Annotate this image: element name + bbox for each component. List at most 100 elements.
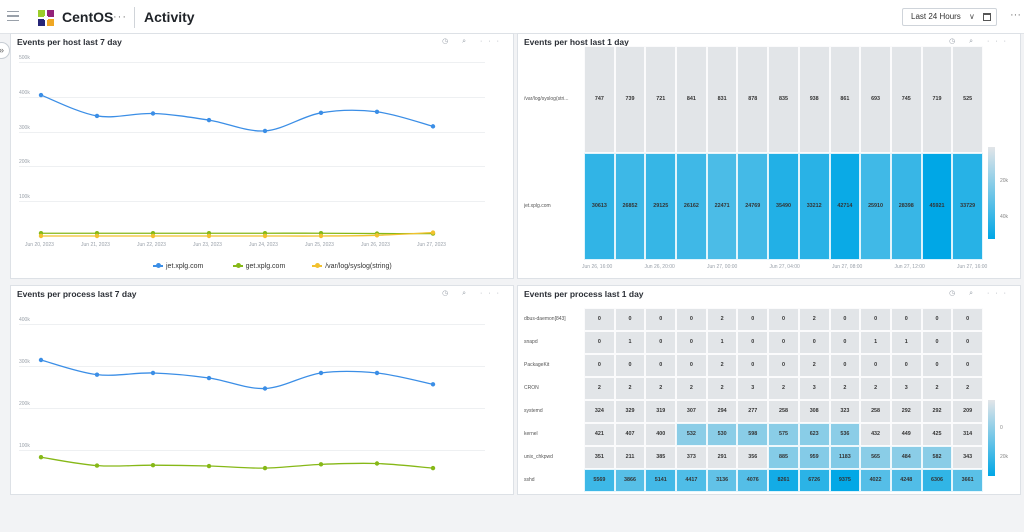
heatmap-cell[interactable]: 277 bbox=[737, 400, 768, 423]
heatmap-cell[interactable]: 0 bbox=[830, 331, 861, 354]
data-point[interactable] bbox=[95, 463, 99, 467]
data-point[interactable] bbox=[263, 129, 267, 133]
heatmap-cell[interactable]: 425 bbox=[922, 423, 953, 446]
heatmap-cell[interactable]: 0 bbox=[584, 354, 615, 377]
heatmap-cell[interactable]: 2 bbox=[645, 377, 676, 400]
data-point[interactable] bbox=[151, 234, 155, 238]
heatmap-cell[interactable]: 0 bbox=[768, 308, 799, 331]
data-point[interactable] bbox=[319, 371, 323, 375]
heatmap-cell[interactable]: 5569 bbox=[584, 469, 615, 492]
heatmap-cell[interactable]: 0 bbox=[584, 308, 615, 331]
legend-item[interactable]: /var/log/syslog(string) bbox=[312, 263, 392, 270]
heatmap-cell[interactable]: 1 bbox=[891, 331, 922, 354]
calendar-icon[interactable] bbox=[983, 13, 991, 21]
heatmap-cell[interactable]: 721 bbox=[645, 46, 676, 153]
heatmap-cell[interactable]: 29125 bbox=[645, 153, 676, 260]
heatmap-cell[interactable]: 45921 bbox=[922, 153, 953, 260]
heatmap-cell[interactable]: 2 bbox=[830, 377, 861, 400]
menu-icon[interactable] bbox=[7, 11, 19, 21]
heatmap-cell[interactable]: 2 bbox=[799, 308, 830, 331]
heatmap-cell[interactable]: 343 bbox=[952, 446, 983, 469]
heatmap-cell[interactable]: 323 bbox=[830, 400, 861, 423]
heatmap-cell[interactable]: 319 bbox=[645, 400, 676, 423]
heatmap-cell[interactable]: 719 bbox=[922, 46, 953, 153]
heatmap-cell[interactable]: 0 bbox=[676, 354, 707, 377]
heatmap-cell[interactable]: 407 bbox=[615, 423, 646, 446]
data-point[interactable] bbox=[263, 386, 267, 390]
heatmap-cell[interactable]: 575 bbox=[768, 423, 799, 446]
heatmap-cell[interactable]: 26162 bbox=[676, 153, 707, 260]
heatmap-cell[interactable]: 329 bbox=[615, 400, 646, 423]
heatmap-cell[interactable]: 598 bbox=[737, 423, 768, 446]
heatmap-cell[interactable]: 525 bbox=[952, 46, 983, 153]
data-point[interactable] bbox=[39, 358, 43, 362]
heatmap-cell[interactable]: 878 bbox=[737, 46, 768, 153]
heatmap-cell[interactable]: 841 bbox=[676, 46, 707, 153]
heatmap-cell[interactable]: 0 bbox=[737, 331, 768, 354]
heatmap-cell[interactable]: 258 bbox=[768, 400, 799, 423]
heatmap-cell[interactable]: 209 bbox=[952, 400, 983, 423]
heatmap-cell[interactable]: 2 bbox=[707, 354, 738, 377]
data-point[interactable] bbox=[319, 462, 323, 466]
heatmap-cell[interactable]: 30613 bbox=[584, 153, 615, 260]
heatmap-cell[interactable]: 0 bbox=[952, 308, 983, 331]
data-point[interactable] bbox=[375, 233, 379, 237]
heatmap-cell[interactable]: 0 bbox=[768, 331, 799, 354]
heatmap-cell[interactable]: 211 bbox=[615, 446, 646, 469]
heatmap-cell[interactable]: 835 bbox=[768, 46, 799, 153]
heatmap-cell[interactable]: 3136 bbox=[707, 469, 738, 492]
expand-sidebar-icon[interactable]: » bbox=[0, 42, 10, 59]
data-point[interactable] bbox=[375, 371, 379, 375]
data-point[interactable] bbox=[39, 455, 43, 459]
heatmap-cell[interactable]: 0 bbox=[615, 354, 646, 377]
heatmap-cell[interactable]: 745 bbox=[891, 46, 922, 153]
heatmap-cell[interactable]: 0 bbox=[799, 331, 830, 354]
data-point[interactable] bbox=[431, 124, 435, 128]
heatmap-cell[interactable]: 292 bbox=[922, 400, 953, 423]
heatmap-cell[interactable]: 0 bbox=[830, 354, 861, 377]
data-point[interactable] bbox=[207, 376, 211, 380]
data-point[interactable] bbox=[319, 234, 323, 238]
heatmap-cell[interactable]: 693 bbox=[860, 46, 891, 153]
heatmap-cell[interactable]: 0 bbox=[676, 308, 707, 331]
heatmap-cell[interactable]: 484 bbox=[891, 446, 922, 469]
heatmap-cell[interactable]: 2 bbox=[615, 377, 646, 400]
heatmap-cell[interactable]: 449 bbox=[891, 423, 922, 446]
heatmap-cell[interactable]: 623 bbox=[799, 423, 830, 446]
heatmap-cell[interactable]: 1183 bbox=[830, 446, 861, 469]
heatmap-cell[interactable]: 24769 bbox=[737, 153, 768, 260]
heatmap-cell[interactable]: 0 bbox=[891, 308, 922, 331]
panel-actions[interactable]: ◷ ⌕ ··· bbox=[949, 289, 1012, 298]
data-point[interactable] bbox=[207, 118, 211, 122]
heatmap-cell[interactable]: 432 bbox=[860, 423, 891, 446]
heatmap-cell[interactable]: 33729 bbox=[952, 153, 983, 260]
heatmap-cell[interactable]: 2 bbox=[768, 377, 799, 400]
heatmap-cell[interactable]: 831 bbox=[707, 46, 738, 153]
heatmap-cell[interactable]: 4076 bbox=[737, 469, 768, 492]
heatmap-cell[interactable]: 3661 bbox=[952, 469, 983, 492]
data-point[interactable] bbox=[375, 461, 379, 465]
heatmap-cell[interactable]: 0 bbox=[615, 308, 646, 331]
data-point[interactable] bbox=[151, 371, 155, 375]
heatmap-cell[interactable]: 421 bbox=[584, 423, 615, 446]
heatmap-cell[interactable]: 324 bbox=[584, 400, 615, 423]
data-point[interactable] bbox=[431, 382, 435, 386]
data-point[interactable] bbox=[263, 234, 267, 238]
heatmap-cell[interactable]: 0 bbox=[676, 331, 707, 354]
heatmap-cell[interactable]: 6726 bbox=[799, 469, 830, 492]
heatmap-cell[interactable]: 258 bbox=[860, 400, 891, 423]
heatmap-cell[interactable]: 8261 bbox=[768, 469, 799, 492]
legend-item[interactable]: get.xplg.com bbox=[233, 263, 286, 270]
heatmap-cell[interactable]: 3866 bbox=[615, 469, 646, 492]
heatmap-cell[interactable]: 2 bbox=[952, 377, 983, 400]
heatmap-cell[interactable]: 2 bbox=[860, 377, 891, 400]
heatmap-cell[interactable]: 9375 bbox=[830, 469, 861, 492]
heatmap-cell[interactable]: 28398 bbox=[891, 153, 922, 260]
panel-actions[interactable]: ◷ ⌕ ··· bbox=[949, 37, 1012, 46]
heatmap-cell[interactable]: 1 bbox=[860, 331, 891, 354]
heatmap-cell[interactable]: 959 bbox=[799, 446, 830, 469]
heatmap-cell[interactable]: 33212 bbox=[799, 153, 830, 260]
heatmap-cell[interactable]: 385 bbox=[645, 446, 676, 469]
heatmap-cell[interactable]: 35490 bbox=[768, 153, 799, 260]
heatmap-cell[interactable]: 2 bbox=[922, 377, 953, 400]
